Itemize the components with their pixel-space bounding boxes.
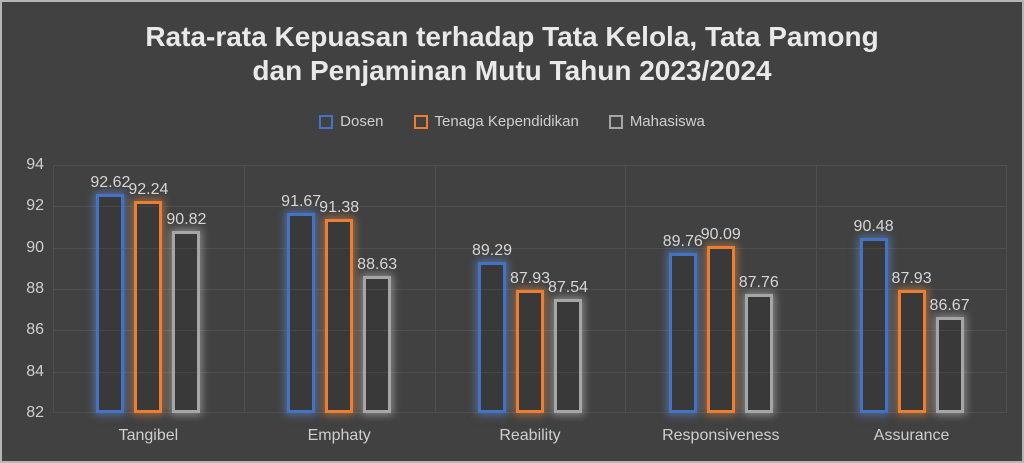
y-tick-label-90: 90 bbox=[26, 238, 44, 256]
legend-item-tenaga-kependidikan: Tenaga Kependidikan bbox=[413, 113, 579, 130]
category-group-tangibel: 92.62 92.24 90.82 bbox=[53, 165, 244, 413]
chart-title-line2: dan Penjaminan Mutu Tahun 2023/2024 bbox=[252, 55, 772, 86]
legend-swatch-tenaga-kependidikan bbox=[413, 114, 428, 129]
bar-tenaga-kependidikan-reability: 87.93 bbox=[510, 270, 550, 413]
legend-label-dosen: Dosen bbox=[340, 113, 384, 130]
bar-dosen-emphaty: 91.67 bbox=[281, 193, 321, 413]
bar-mahasiswa-reability: 87.54 bbox=[548, 279, 588, 413]
legend-swatch-dosen bbox=[319, 114, 334, 129]
y-tick-label-82: 82 bbox=[26, 404, 44, 421]
gridline-x-3 bbox=[625, 165, 626, 413]
value-label-tenaga-kependidikan-reability: 87.93 bbox=[509, 270, 551, 288]
value-label-mahasiswa-reability: 87.54 bbox=[547, 278, 589, 296]
category-group-responsiveness: 89.76 90.09 87.76 bbox=[625, 165, 816, 413]
bar-mahasiswa-tangibel: 90.82 bbox=[166, 211, 206, 413]
bar-dosen-responsiveness: 89.76 bbox=[663, 233, 703, 413]
legend-item-mahasiswa: Mahasiswa bbox=[608, 113, 705, 130]
value-label-dosen-assurance: 90.48 bbox=[853, 217, 894, 235]
x-category-label-assurance: Assurance bbox=[873, 427, 950, 444]
bar-dosen-tangibel: 92.62 bbox=[90, 174, 130, 413]
value-label-tenaga-kependidikan-tangibel: 92.24 bbox=[128, 181, 169, 199]
y-tick-label-92: 92 bbox=[26, 197, 44, 215]
gridline-y-90 bbox=[53, 248, 1007, 249]
chart-title: Rata-rata Kepuasan terhadap Tata Kelola,… bbox=[2, 20, 1022, 88]
plot-area: 92.62 92.24 90.82 91.67 91.38 88.63 89.29 87.93… bbox=[53, 165, 1007, 413]
bar-mahasiswa-emphaty: 88.63 bbox=[357, 256, 397, 413]
gridline-y-88 bbox=[53, 289, 1007, 290]
y-tick-label-94: 94 bbox=[26, 156, 44, 173]
y-tick-label-88: 88 bbox=[26, 280, 44, 297]
gridline-x-1 bbox=[244, 165, 245, 413]
gridline-x-4 bbox=[816, 165, 817, 413]
legend-swatch-mahasiswa bbox=[608, 114, 623, 129]
bar-tenaga-kependidikan-tangibel: 92.24 bbox=[128, 181, 168, 413]
chart-title-line1: Rata-rata Kepuasan terhadap Tata Kelola,… bbox=[145, 21, 879, 52]
gridline-y-94 bbox=[53, 165, 1007, 166]
value-label-mahasiswa-assurance: 86.67 bbox=[929, 296, 970, 314]
legend-label-tenaga-kependidikan: Tenaga Kependidikan bbox=[434, 113, 579, 130]
gridline-y-86 bbox=[53, 330, 1007, 331]
gridline-x-0 bbox=[53, 165, 54, 413]
x-category-label-tangibel: Tangibel bbox=[118, 427, 179, 444]
chart-legend: Dosen Tenaga Kependidikan Mahasiswa bbox=[2, 113, 1022, 130]
value-label-dosen-reability: 89.29 bbox=[471, 242, 513, 260]
x-category-label-responsiveness: Responsiveness bbox=[662, 427, 780, 444]
legend-label-mahasiswa: Mahasiswa bbox=[629, 113, 705, 130]
gridline-x-5 bbox=[1006, 165, 1007, 413]
value-label-dosen-responsiveness: 89.76 bbox=[662, 232, 703, 250]
value-label-mahasiswa-emphaty: 88.63 bbox=[357, 255, 398, 273]
value-label-tenaga-kependidikan-emphaty: 91.38 bbox=[319, 199, 360, 217]
legend-item-dosen: Dosen bbox=[319, 113, 384, 130]
x-category-label-reability: Reability bbox=[499, 427, 561, 444]
y-tick-label-86: 86 bbox=[26, 321, 44, 339]
gridline-y-84 bbox=[53, 372, 1007, 373]
value-label-mahasiswa-tangibel: 90.82 bbox=[166, 210, 207, 228]
category-group-emphaty: 91.67 91.38 88.63 bbox=[244, 165, 435, 413]
bar-tenaga-kependidikan-emphaty: 91.38 bbox=[319, 199, 359, 413]
value-label-tenaga-kependidikan-responsiveness: 90.09 bbox=[700, 225, 741, 243]
value-label-dosen-tangibel: 92.62 bbox=[90, 173, 131, 191]
bar-dosen-reability: 89.29 bbox=[472, 242, 512, 413]
value-label-mahasiswa-responsiveness: 87.76 bbox=[738, 273, 779, 291]
y-tick-label-84: 84 bbox=[26, 362, 44, 380]
bar-tenaga-kependidikan-responsiveness: 90.09 bbox=[701, 226, 741, 413]
value-label-dosen-emphaty: 91.67 bbox=[281, 193, 322, 211]
bar-tenaga-kependidikan-assurance: 87.93 bbox=[892, 270, 932, 413]
bar-dosen-assurance: 90.48 bbox=[854, 218, 894, 413]
bar-mahasiswa-responsiveness: 87.76 bbox=[739, 274, 779, 413]
category-group-assurance: 90.48 87.93 86.67 bbox=[816, 165, 1007, 413]
x-category-label-emphaty: Emphaty bbox=[307, 427, 371, 444]
value-label-tenaga-kependidikan-assurance: 87.93 bbox=[891, 270, 932, 288]
gridline-x-2 bbox=[435, 165, 436, 413]
category-group-reability: 89.29 87.93 87.54 bbox=[435, 165, 626, 413]
bar-mahasiswa-assurance: 86.67 bbox=[930, 297, 970, 413]
gridline-y-92 bbox=[53, 206, 1007, 207]
